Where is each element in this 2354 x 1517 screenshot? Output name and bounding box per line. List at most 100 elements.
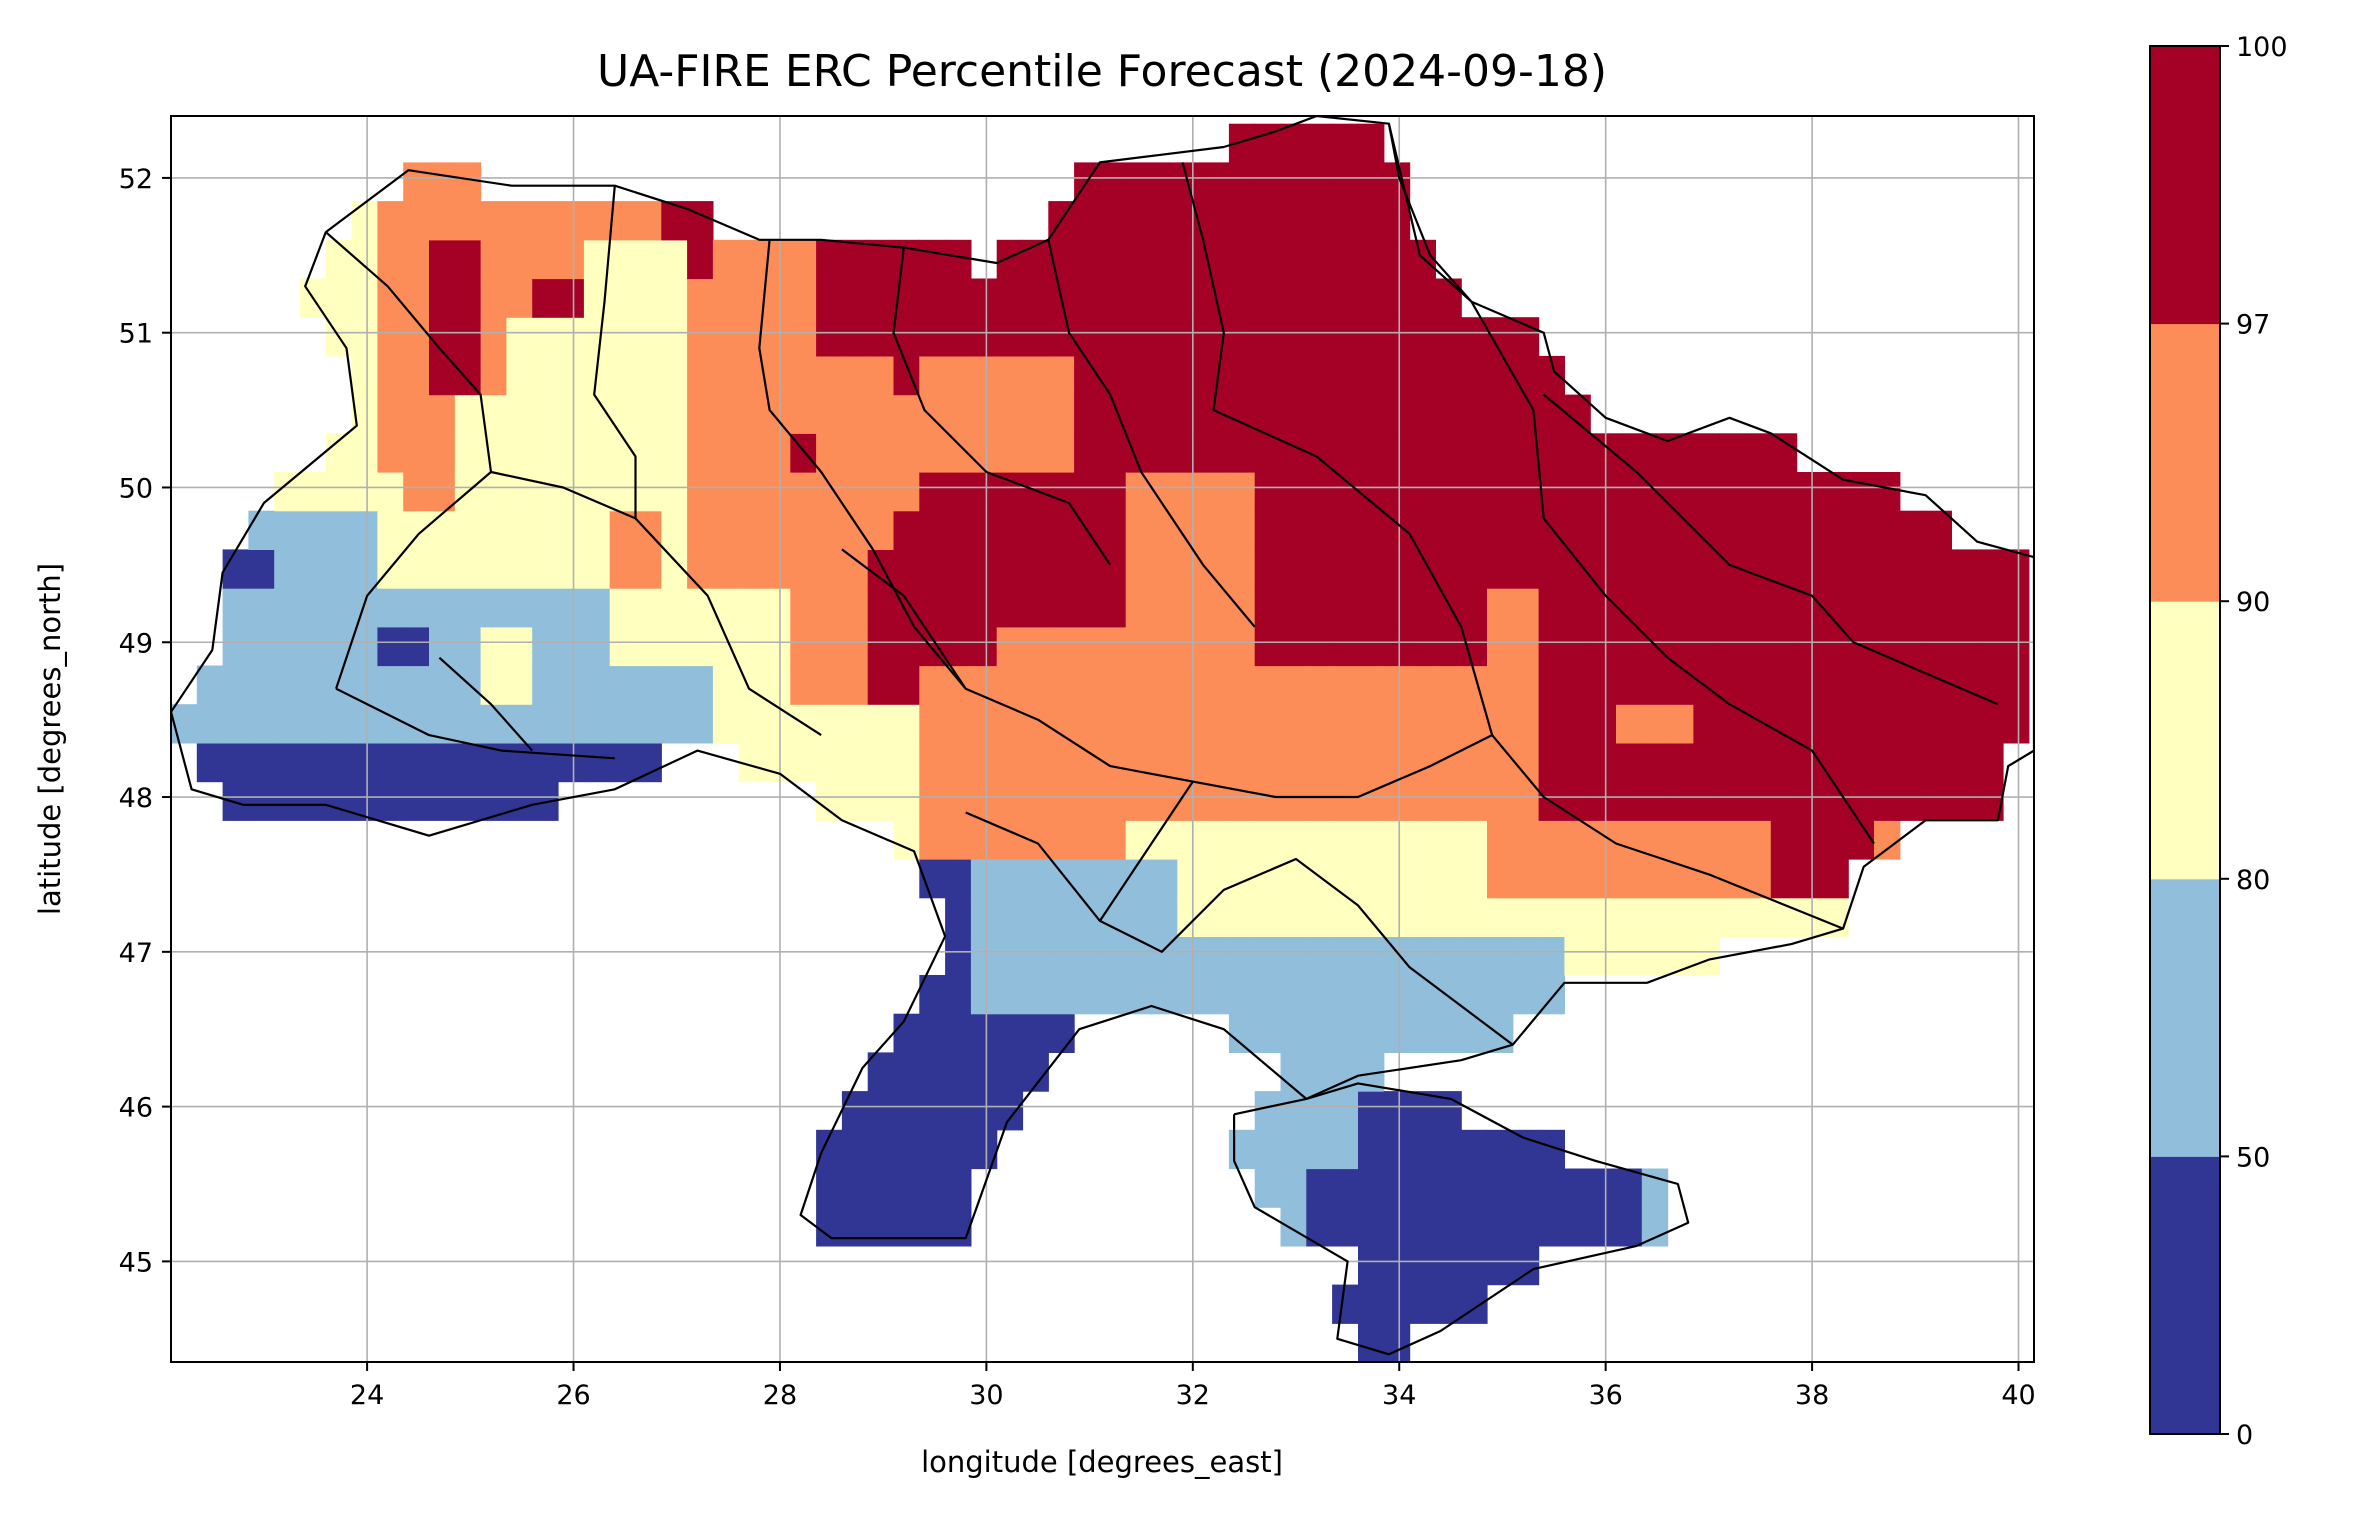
grid-cell (403, 278, 430, 318)
grid-cell (1332, 742, 1359, 783)
grid-cell (1048, 665, 1075, 705)
grid-cell (1770, 859, 1798, 899)
grid-cell (1228, 510, 1256, 550)
grid-cell (996, 1013, 1024, 1053)
grid-cell (1770, 742, 1798, 783)
grid-cell (1358, 1013, 1385, 1053)
grid-cell (1151, 355, 1178, 396)
grid-cell (841, 665, 869, 705)
grid-cell (867, 1091, 895, 1131)
grid-cell (841, 549, 869, 589)
grid-cell (1074, 394, 1101, 434)
grid-cell (841, 626, 869, 667)
grid-cell (1254, 472, 1282, 512)
grid-cell (1822, 704, 1849, 744)
y-axis-ticks: 45 46 47 48 49 50 51 52 (119, 164, 171, 1278)
grid-cell (1306, 704, 1333, 744)
grid-cell (300, 510, 327, 550)
grid-cell (1306, 355, 1333, 396)
grid-cell (1564, 820, 1591, 860)
grid-cell (919, 317, 946, 357)
grid-cell (1151, 278, 1178, 318)
grid-cell (1590, 742, 1617, 783)
grid-cell (841, 510, 869, 550)
grid-cell (1461, 704, 1488, 744)
grid-cell (506, 433, 533, 473)
grid-cell (1306, 975, 1333, 1015)
grid-cell (1332, 1129, 1359, 1170)
grid-cell (2003, 549, 2030, 589)
grid-cell (609, 317, 637, 357)
grid-cell (1099, 278, 1127, 318)
grid-cell (893, 549, 920, 589)
grid-cell (454, 239, 482, 280)
grid-cell (945, 897, 972, 937)
grid-cell (867, 355, 895, 396)
grid-cell (1074, 704, 1101, 744)
grid-cell (274, 665, 301, 705)
grid-cell (1203, 433, 1230, 473)
grid-cell (738, 394, 766, 434)
grid-cell (841, 1168, 869, 1208)
grid-cell (1770, 704, 1798, 744)
grid-cell (1306, 1013, 1333, 1053)
grid-cell (300, 665, 327, 705)
grid-cell (1512, 472, 1540, 512)
grid-cell (1538, 433, 1565, 473)
grid-cell (1487, 394, 1514, 434)
grid-cell (429, 781, 456, 821)
grid-cell (893, 317, 920, 357)
grid-cell (454, 355, 482, 396)
grid-cell (1177, 665, 1204, 705)
grid-cell (325, 510, 353, 550)
grid-cell (1667, 472, 1694, 512)
grid-cell (1254, 936, 1282, 976)
grid-cell (1177, 472, 1204, 512)
grid-cell (841, 1207, 869, 1247)
grid-cell (1899, 704, 1927, 744)
grid-cell (1358, 975, 1385, 1015)
grid-cell (1048, 1013, 1075, 1053)
grid-cell (1048, 317, 1075, 357)
grid-cell (1254, 433, 1282, 473)
grid-cell (764, 588, 791, 628)
grid-cell (1358, 1168, 1385, 1208)
grid-cell (1590, 781, 1617, 821)
grid-cell (1461, 355, 1488, 396)
grid-cell (1461, 549, 1488, 589)
grid-cell (1461, 510, 1488, 550)
grid-cell (635, 433, 662, 473)
grid-cell (1383, 1245, 1411, 1286)
colorbar-segment (2150, 1156, 2220, 1435)
oblast-border (841, 548, 967, 690)
grid-cell (351, 781, 378, 821)
grid-cell (996, 859, 1024, 899)
grid-cell (1358, 394, 1385, 434)
grid-cell (480, 510, 507, 550)
grid-cell (1280, 1013, 1307, 1053)
grid-cell (661, 626, 688, 667)
grid-cell (1203, 975, 1230, 1015)
grid-cell (1435, 472, 1462, 512)
grid-cell (1590, 472, 1617, 512)
grid-cell (1383, 355, 1411, 396)
grid-cell (454, 665, 482, 705)
grid-cell (919, 742, 946, 783)
grid-cell (609, 549, 637, 589)
grid-cell (996, 1091, 1024, 1131)
grid-cell (1538, 820, 1565, 860)
grid-cell (583, 201, 611, 241)
grid-cell (790, 355, 817, 396)
grid-cell (945, 781, 972, 821)
grid-cell (1848, 665, 1875, 705)
grid-cell (1616, 704, 1643, 744)
grid-cell (1667, 820, 1694, 860)
grid-cell (1512, 626, 1540, 667)
grid-cell (1719, 820, 1746, 860)
grid-cell (480, 355, 507, 396)
grid-cell (712, 510, 740, 550)
grid-cell (1125, 317, 1153, 357)
grid-cell (377, 239, 404, 280)
grid-cell (1538, 1207, 1565, 1247)
